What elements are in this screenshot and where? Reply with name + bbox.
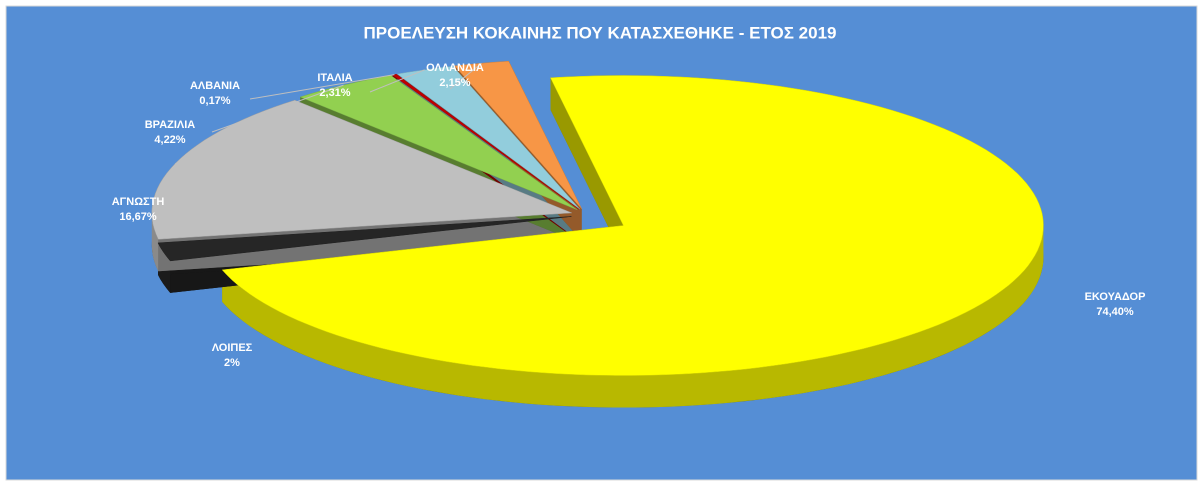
pie-top (151, 60, 1044, 376)
category-label: ΕΚΟΥΑΔΟΡ (1085, 291, 1146, 303)
slice (396, 65, 580, 210)
category-label: ΒΡΑΖΙΛΙΑ (145, 119, 196, 131)
slice-wall (151, 212, 159, 272)
category-label: ΙΤΑΛΙΑ (317, 72, 352, 84)
slice-wall (222, 225, 1044, 408)
value-label: 74,40% (1096, 306, 1134, 318)
slice (221, 75, 1044, 376)
chart-title: ΠΡΟΕΛΕΥΣΗ ΚΟΚΑΙΝΗΣ ΠΟΥ ΚΑΤΑΣΧΕΘΗΚΕ - ΕΤΟ… (364, 23, 837, 42)
slice (157, 216, 572, 262)
value-label: 4,22% (154, 134, 185, 146)
leader-line (211, 84, 344, 133)
leader-line (174, 163, 201, 211)
category-label: ΑΛΒΑΝΙΑ (190, 80, 240, 92)
category-label: ΛΟΙΠΕΣ (212, 342, 253, 354)
value-label: 16,67% (119, 211, 157, 223)
leader-line (249, 74, 395, 100)
leader-line (369, 69, 425, 93)
value-label: 2,15% (439, 77, 470, 89)
value-label: 2,31% (319, 87, 350, 99)
leader-line (449, 62, 482, 90)
category-label: ΟΛΛΑΝΔΙΑ (426, 62, 484, 74)
category-label: ΑΓΝΩΣΤΗ (112, 196, 165, 208)
value-label: 0,17% (199, 95, 230, 107)
value-label: 2% (224, 357, 240, 369)
slice-side (550, 77, 624, 258)
